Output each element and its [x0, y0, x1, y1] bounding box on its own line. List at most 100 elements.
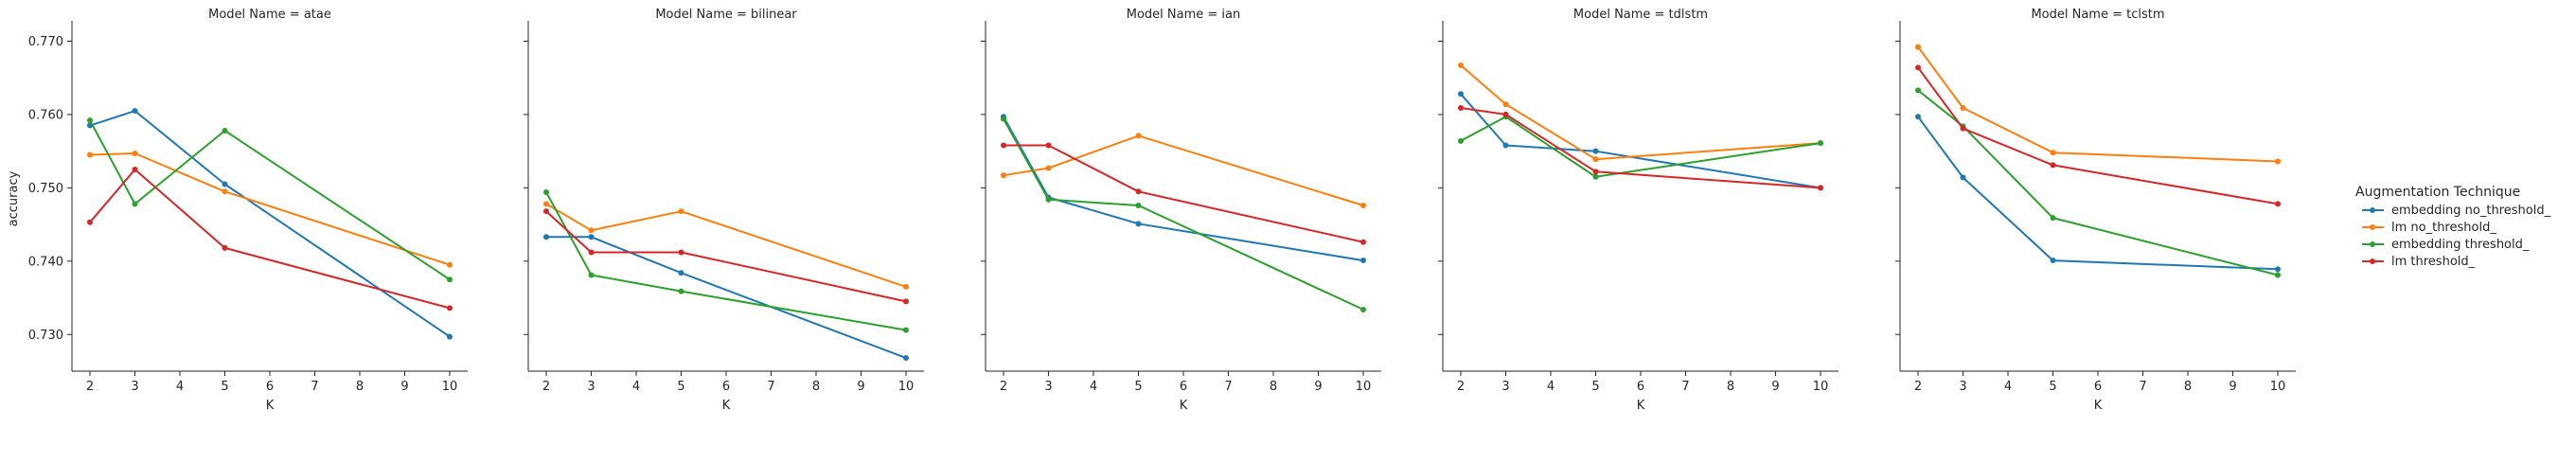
x-tick-label: 7 — [767, 380, 774, 394]
data-point — [2275, 266, 2281, 273]
x-tick-label: 9 — [1314, 380, 1322, 394]
data-point — [903, 298, 909, 305]
data-point — [132, 108, 138, 115]
data-point — [543, 189, 549, 196]
data-point — [1915, 114, 1921, 120]
y-axis-label: accuracy — [7, 170, 21, 226]
series-line — [1003, 116, 1364, 262]
data-point — [1458, 137, 1464, 144]
y-tick-label: 0.760 — [28, 108, 63, 122]
data-point — [678, 270, 684, 276]
y-tick-label: 0.740 — [28, 255, 63, 269]
x-tick-label: 5 — [677, 380, 684, 394]
data-point — [588, 234, 595, 240]
series-line — [1003, 118, 1364, 311]
x-tick-label: 8 — [812, 380, 820, 394]
panel-model-name-tdlstm: Model Name = tdlstm 2 3 4 5 6 7 8 9 10 K — [1438, 8, 1839, 413]
x-tick-label: 3 — [1044, 380, 1052, 394]
series-embedding-threshold — [87, 117, 453, 283]
legend: Augmentation Technique embedding no_thre… — [2355, 185, 2551, 269]
data-point — [1592, 169, 1599, 175]
data-point — [1915, 44, 1921, 50]
series-embedding-no-threshold — [87, 108, 453, 340]
chart-panels: Model Name = atae 2 3 4 5 6 7 8 9 10 0.730 0.740 0.7… — [7, 8, 2296, 413]
series-lm-threshold — [543, 208, 909, 305]
data-point — [1360, 306, 1366, 312]
x-axis-label: K — [1180, 399, 1188, 413]
data-point — [1135, 188, 1142, 195]
data-point — [87, 117, 93, 124]
x-tick-label: 9 — [400, 380, 408, 394]
data-point — [1960, 104, 1966, 111]
data-point — [903, 327, 909, 333]
x-tick-label: 10 — [898, 380, 915, 394]
x-tick-label: 8 — [356, 380, 364, 394]
x-tick-label: 2 — [1000, 380, 1007, 394]
series-lm-no-threshold — [543, 201, 909, 290]
data-point — [1818, 185, 1823, 191]
x-tick-label: 5 — [1134, 380, 1142, 394]
data-point — [1502, 101, 1509, 108]
data-point — [1001, 172, 1006, 179]
data-point — [1135, 202, 1142, 208]
data-point — [222, 181, 228, 187]
data-point — [1818, 140, 1823, 147]
data-point — [903, 283, 909, 290]
x-tick-label: 7 — [1681, 380, 1689, 394]
x-tick-label: 7 — [311, 380, 318, 394]
series-line — [546, 236, 907, 360]
data-point — [2275, 272, 2281, 278]
series-embedding-no-threshold — [1915, 114, 2281, 273]
series-line — [1917, 66, 2279, 205]
data-point — [1045, 142, 1052, 149]
data-point — [447, 276, 453, 283]
panel-model-name-atae: Model Name = atae 2 3 4 5 6 7 8 9 10 0.730 0.740 0.7… — [7, 8, 468, 413]
data-point — [2275, 201, 2281, 207]
y-tick-label: 0.770 — [28, 35, 63, 49]
x-tick-label: 8 — [1727, 380, 1734, 394]
panel-title: Model Name = bilinear — [655, 8, 797, 22]
x-axis-label: K — [1637, 399, 1645, 413]
series-line — [1460, 107, 1821, 189]
legend-item-lm-no-threshold: lm no_threshold_ — [2362, 221, 2496, 235]
x-tick-label: 3 — [131, 380, 138, 394]
y-tick-label: 0.750 — [28, 182, 63, 196]
series-line — [89, 152, 451, 266]
data-point — [87, 219, 93, 225]
x-tick-label: 5 — [1591, 380, 1599, 394]
data-point — [132, 167, 138, 173]
series-line — [545, 210, 907, 303]
panel-model-name-ian: Model Name = ian 2 3 4 5 6 7 8 9 10 K — [981, 8, 1381, 413]
x-tick-label: 2 — [1914, 380, 1922, 394]
x-tick-label: 9 — [2229, 380, 2236, 394]
data-point — [543, 208, 549, 215]
data-point — [1592, 173, 1599, 180]
x-tick-label: 6 — [266, 380, 274, 394]
legend-items: embedding no_threshold_lm no_threshold_e… — [2362, 204, 2551, 269]
data-point — [447, 261, 453, 268]
data-point — [1502, 142, 1509, 149]
series-lm-no-threshold — [1458, 62, 1823, 163]
series-embedding-threshold — [1001, 116, 1366, 312]
data-point — [678, 288, 684, 294]
data-point — [678, 208, 684, 215]
x-tick-label: 3 — [587, 380, 595, 394]
x-tick-label: 6 — [1637, 380, 1644, 394]
x-axis-label: K — [722, 399, 731, 413]
legend-label: embedding threshold_ — [2391, 238, 2530, 252]
x-tick-label: 5 — [221, 380, 228, 394]
x-tick-label: 5 — [2049, 380, 2056, 394]
data-point — [447, 333, 453, 340]
series-line — [1917, 89, 2279, 276]
data-point — [132, 150, 138, 156]
x-tick-label: 2 — [542, 380, 550, 394]
data-point — [588, 227, 595, 234]
series-line — [545, 203, 907, 288]
data-point — [1135, 133, 1142, 139]
data-point — [543, 201, 549, 207]
series-lm-threshold — [87, 167, 453, 312]
series-lm-no-threshold — [1915, 44, 2281, 165]
series-line — [1460, 93, 1821, 189]
x-tick-label: 2 — [86, 380, 94, 394]
series-line — [89, 119, 451, 281]
